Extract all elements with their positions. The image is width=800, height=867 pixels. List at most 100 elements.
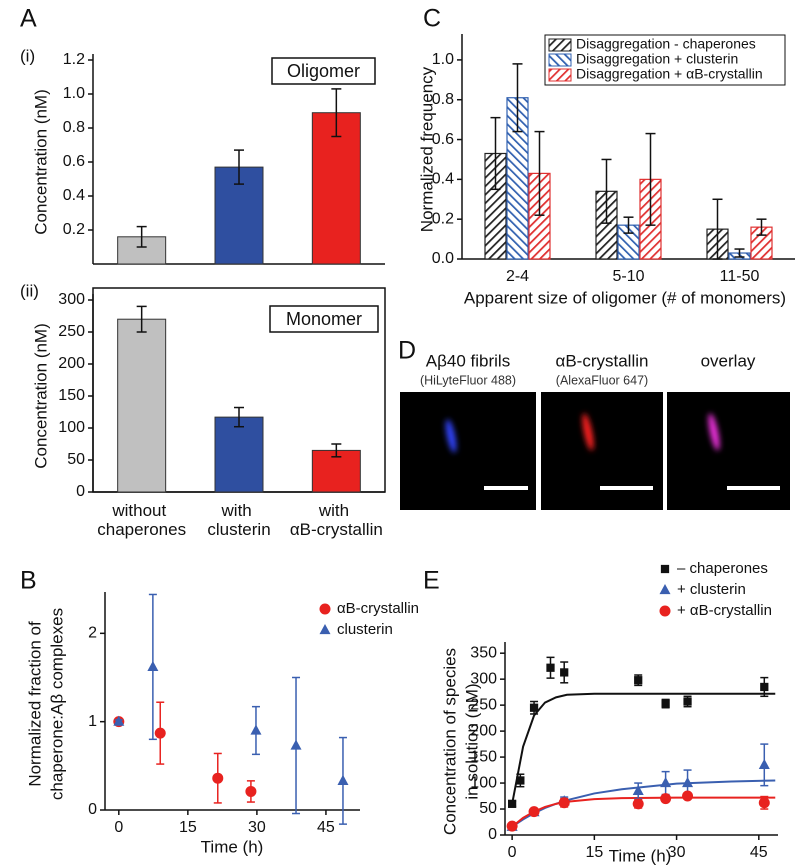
annotation-box bbox=[271, 57, 376, 85]
y-tick-label: 200 bbox=[470, 722, 497, 739]
legend-marker bbox=[659, 605, 671, 617]
label-line: clusterin bbox=[207, 520, 270, 539]
x-axis-label: Apparent size of oligomer (# of monomers… bbox=[464, 288, 786, 307]
x-tick-label: 5-10 bbox=[612, 268, 644, 285]
label-line: αB-crystallin bbox=[290, 520, 383, 539]
marker bbox=[212, 772, 224, 784]
x-tick-label: with αB-crystallin bbox=[290, 501, 383, 539]
marker bbox=[660, 777, 672, 788]
fibril-signal bbox=[582, 413, 594, 451]
annotation-box bbox=[269, 305, 379, 333]
x-tick-label: without chaperones bbox=[97, 501, 186, 539]
y-tick-label: 0 bbox=[76, 483, 85, 500]
y-tick-label: 250 bbox=[470, 696, 497, 713]
x-tick-label: 11-50 bbox=[720, 268, 760, 285]
error-bar bbox=[490, 116, 501, 191]
panel-label: B bbox=[20, 567, 37, 595]
marker bbox=[760, 682, 769, 692]
legend-label: αB-crystallin bbox=[337, 600, 419, 617]
image-subtitle: (HiLyteFluor 488) bbox=[420, 373, 516, 387]
legend-label: clusterin bbox=[337, 621, 393, 638]
error-bar bbox=[331, 88, 342, 138]
subplot-label: (i) bbox=[20, 46, 35, 65]
y-tick-label: 2 bbox=[88, 625, 97, 642]
y-tick-label: 50 bbox=[479, 800, 497, 817]
y-axis-label: in solution (nM) bbox=[462, 683, 481, 799]
legend-label: Disaggregation + αB-crystallin bbox=[576, 66, 763, 82]
subplot-label: (ii) bbox=[20, 281, 39, 300]
bar bbox=[311, 112, 361, 265]
fit-line bbox=[511, 796, 776, 828]
y-axis-label: chaperone:Aβ complexes bbox=[47, 608, 66, 800]
error-bar bbox=[234, 149, 244, 185]
panel-label: A bbox=[20, 5, 37, 33]
error-bar bbox=[712, 198, 723, 260]
y-tick-label: 1.0 bbox=[432, 51, 454, 68]
fit-line bbox=[511, 692, 776, 805]
error-bar bbox=[601, 158, 612, 224]
fibril-signal bbox=[445, 419, 457, 453]
x-tick-label: 15 bbox=[179, 819, 197, 836]
label-line: with bbox=[221, 501, 257, 520]
y-tick-label: 1 bbox=[88, 713, 97, 730]
y-tick-label: 1.2 bbox=[63, 51, 85, 68]
y-tick-label: 300 bbox=[58, 291, 85, 308]
legend-label: Disaggregation + clusterin bbox=[576, 51, 738, 67]
x-axis-label: Time (h) bbox=[609, 846, 672, 865]
error-bar bbox=[756, 218, 767, 236]
marker bbox=[154, 727, 166, 739]
micrograph bbox=[541, 392, 663, 510]
marker bbox=[634, 676, 643, 685]
image-title: αB-crystallin bbox=[556, 351, 649, 370]
annotation: Monomer bbox=[286, 309, 362, 329]
x-tick-label: 30 bbox=[248, 819, 266, 836]
marker bbox=[506, 820, 518, 832]
marker bbox=[560, 668, 569, 677]
marker bbox=[758, 797, 770, 809]
y-tick-label: 100 bbox=[470, 774, 497, 791]
legend-marker bbox=[319, 603, 331, 615]
error-bar bbox=[645, 132, 656, 226]
fibril-signal bbox=[708, 413, 720, 451]
marker bbox=[661, 699, 670, 708]
bar bbox=[214, 416, 264, 493]
image-title: overlay bbox=[701, 351, 756, 370]
y-axis-label: Normalized frequency bbox=[417, 66, 436, 232]
image-title: Aβ40 fibrils bbox=[426, 351, 510, 370]
error-bar bbox=[734, 248, 745, 258]
image-subtitle: (AlexaFluor 647) bbox=[556, 373, 648, 387]
marker bbox=[528, 806, 540, 818]
error-bar bbox=[136, 225, 147, 248]
marker bbox=[250, 724, 262, 735]
x-axis-label: Time (h) bbox=[201, 837, 264, 856]
y-tick-label: 50 bbox=[67, 451, 85, 468]
y-tick-label: 0.2 bbox=[432, 210, 454, 227]
y-tick-label: 0.2 bbox=[63, 221, 85, 238]
y-tick-label: 0.0 bbox=[432, 250, 454, 267]
bar bbox=[117, 318, 167, 493]
marker bbox=[632, 798, 644, 810]
error-bar bbox=[331, 443, 342, 458]
marker bbox=[508, 799, 517, 808]
y-tick-label: 200 bbox=[58, 355, 85, 372]
micrograph bbox=[400, 392, 536, 510]
y-tick-label: 150 bbox=[470, 748, 497, 765]
y-tick-label: 0 bbox=[488, 826, 497, 843]
legend-box bbox=[544, 34, 786, 86]
panel-label: D bbox=[398, 337, 416, 365]
x-tick-label: 0 bbox=[114, 819, 123, 836]
legend-label: – chaperones bbox=[677, 560, 768, 577]
x-tick-label: with clusterin bbox=[207, 501, 270, 539]
panel-label: C bbox=[423, 5, 441, 33]
annotation: Oligomer bbox=[287, 61, 360, 81]
x-tick-label: 2-4 bbox=[506, 268, 529, 285]
error-bar bbox=[623, 216, 634, 234]
marker bbox=[147, 660, 159, 672]
legend-swatch bbox=[548, 38, 572, 52]
legend-swatch bbox=[548, 53, 572, 67]
error-bar bbox=[534, 130, 545, 216]
marker bbox=[290, 739, 302, 750]
y-tick-label: 0.8 bbox=[63, 119, 85, 136]
